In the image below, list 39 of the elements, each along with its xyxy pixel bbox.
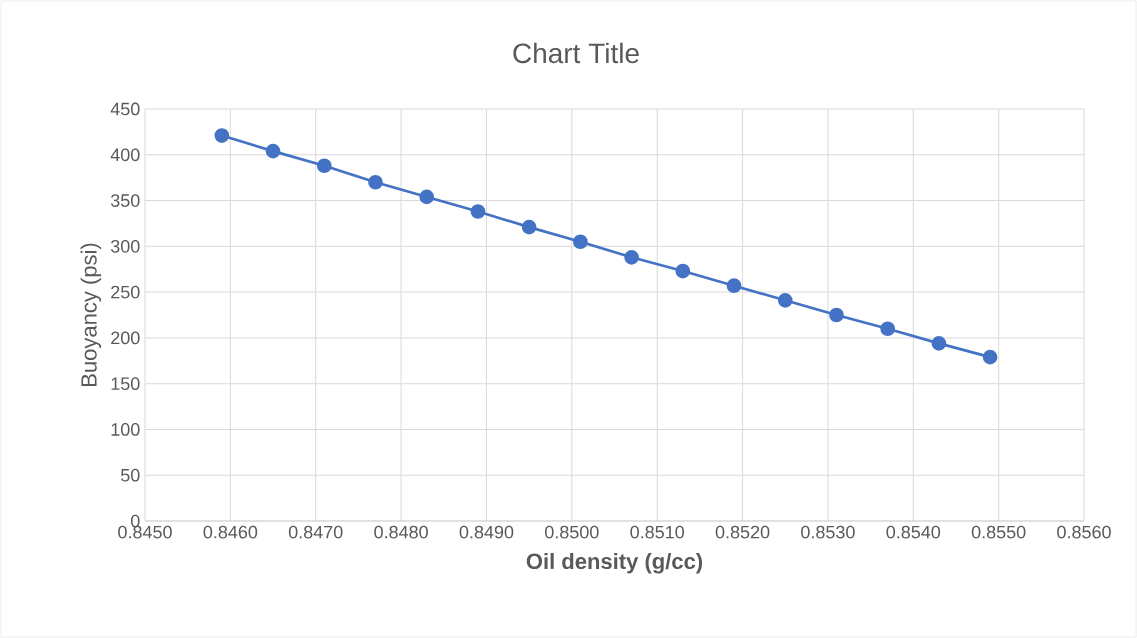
x-tick-label: 0.8500 xyxy=(545,525,599,539)
point xyxy=(931,336,947,351)
y-axis-title: Buoyancy (psi) xyxy=(80,243,102,386)
point xyxy=(368,174,383,190)
point xyxy=(829,307,844,323)
point xyxy=(777,293,793,308)
y-tick-label: 100 xyxy=(111,423,140,436)
x-axis-title: Oil density (g/cc) xyxy=(526,552,703,574)
x-tick-label: 0.8490 xyxy=(459,525,514,539)
point xyxy=(265,143,281,159)
x-tick-label: 0.8520 xyxy=(715,525,770,539)
point xyxy=(982,349,998,365)
point xyxy=(675,263,691,279)
x-tick-label: 0.8530 xyxy=(801,525,855,539)
y-tick-label: 250 xyxy=(111,285,140,299)
point xyxy=(214,128,230,143)
y-tick-label: 150 xyxy=(111,377,140,391)
point xyxy=(419,189,435,205)
point xyxy=(726,278,742,294)
x-tick-label: 0.8470 xyxy=(288,525,343,539)
y-tick-label: 200 xyxy=(111,331,140,345)
x-tick-label: 0.8460 xyxy=(203,525,258,539)
y-tick-label: 300 xyxy=(110,239,140,253)
point xyxy=(880,321,896,337)
y-tick-label: 50 xyxy=(120,468,140,482)
point xyxy=(624,249,639,265)
y-tick-label: 400 xyxy=(110,148,140,162)
x-tick-label: 0.8560 xyxy=(1057,525,1111,539)
y-tick-label: 450 xyxy=(110,102,140,116)
x-tick-label: 0.8550 xyxy=(971,525,1026,539)
point xyxy=(470,204,486,219)
point xyxy=(521,219,537,235)
x-tick-label: 0.8540 xyxy=(886,525,941,539)
x-tick-label: 0.8510 xyxy=(630,525,685,539)
point xyxy=(316,158,332,174)
point xyxy=(573,234,588,250)
chart-title: Chart Title xyxy=(513,42,639,64)
x-tick-label: 0.8480 xyxy=(374,525,428,539)
y-tick-label: 350 xyxy=(110,194,140,207)
